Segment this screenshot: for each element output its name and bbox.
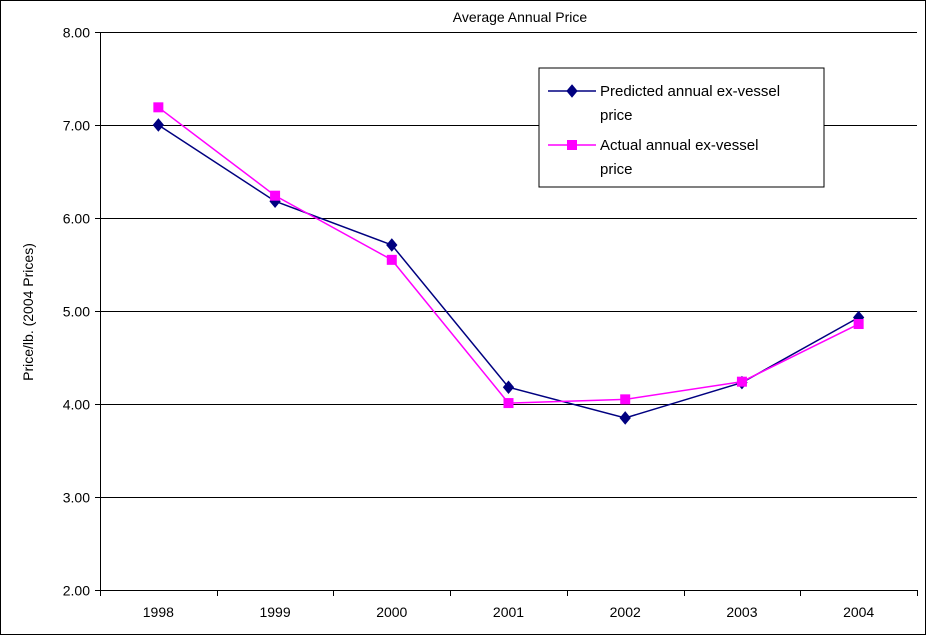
data-point-series-1 [853, 319, 864, 330]
legend-label-1: price [600, 161, 633, 178]
legend-label-1: Actual annual ex-vessel [600, 137, 758, 154]
chart-title: Average Annual Price [453, 9, 588, 25]
x-tick-label: 2003 [726, 604, 757, 620]
x-tick-labels: 1998 1999 2000 2001 2002 2003 2004 [143, 604, 875, 620]
data-point-series-0 [152, 118, 165, 132]
y-tick-label: 4.00 [63, 397, 90, 413]
x-tick-label: 2002 [610, 604, 641, 620]
legend-label-0: price [600, 107, 633, 124]
data-point-series-1 [153, 102, 164, 113]
y-tick-label: 2.00 [63, 583, 90, 599]
legend-box [538, 67, 825, 188]
x-tick-label: 1999 [259, 604, 290, 620]
data-point-series-0 [502, 380, 515, 395]
data-point-series-1 [620, 394, 631, 405]
x-tick-label: 2000 [376, 604, 407, 620]
y-tick-labels: 2.00 3.00 4.00 5.00 6.00 7.00 8.00 [63, 25, 90, 599]
data-point-series-1 [736, 376, 747, 387]
legend: Predicted annual ex-vessel price Actual an… [538, 67, 825, 188]
legend-label-0: Predicted annual ex-vessel [600, 83, 780, 100]
series-group [152, 102, 865, 425]
data-point-series-1 [270, 190, 281, 201]
y-tick-label: 7.00 [63, 118, 90, 134]
legend-marker-1 [567, 140, 577, 150]
data-point-series-1 [386, 254, 397, 265]
data-point-series-1 [503, 398, 514, 409]
y-tick-label: 3.00 [63, 490, 90, 506]
axes [95, 32, 918, 596]
y-axis-label: Price/lb. (2004 Prices) [20, 243, 36, 381]
y-tick-label: 8.00 [63, 25, 90, 41]
x-tick-label: 2004 [843, 604, 874, 620]
y-tick-label: 5.00 [63, 304, 90, 320]
x-tick-label: 2001 [493, 604, 524, 620]
data-point-series-0 [619, 411, 631, 425]
gridlines [100, 32, 917, 498]
y-tick-label: 6.00 [63, 211, 90, 227]
x-tick-label: 1998 [143, 604, 174, 620]
data-point-series-0 [386, 238, 398, 252]
legend-marker-0 [566, 84, 578, 98]
